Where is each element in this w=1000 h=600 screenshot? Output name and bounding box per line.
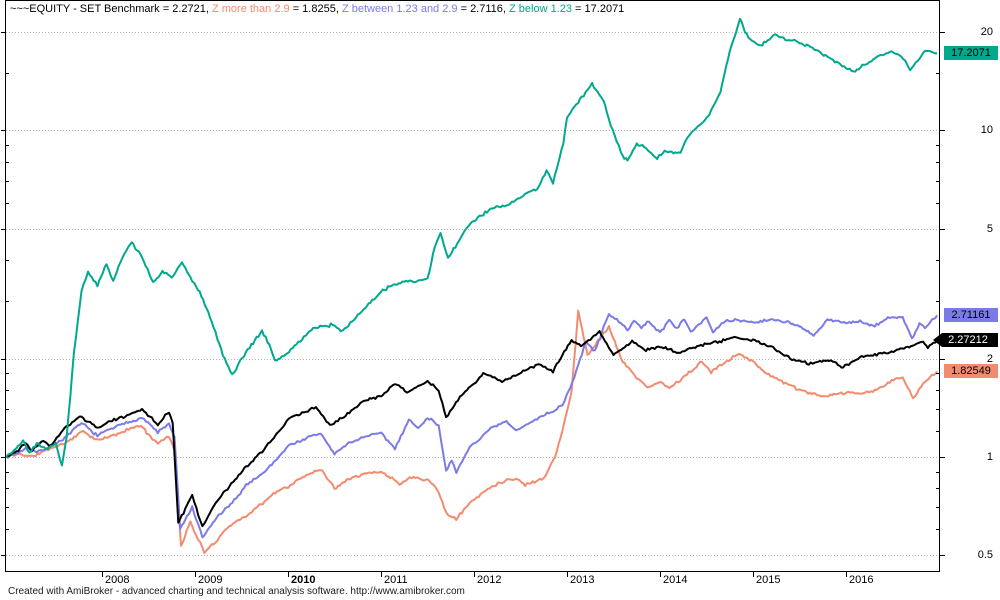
series-line-z-below-1-23 [5,17,938,467]
series-line-z-between-1-23-and-2-9 [5,313,938,539]
title-segment: Z below 1.23 [509,3,572,15]
footer-credit: Created with AmiBroker - advanced charti… [8,586,465,597]
y-tick-label-5: 5 [986,223,993,235]
value-flag-z-between-1-23-and-2-9: 2.71161 [944,308,998,322]
y-tick-label-1: 1 [986,451,993,463]
title-segment: = 2.7116, [457,3,510,15]
y-tick-label-20: 20 [980,26,993,38]
chart-title: ~~~EQUITY - SET Benchmark = 2.2721, Z mo… [10,2,624,16]
title-segment: = 1.8255, [289,3,342,15]
x-tick-label-2010: 2010 [291,574,316,586]
title-segment: = 17.2071 [572,3,625,15]
value-flag-z-below-1-23: 17.2071 [944,46,998,60]
title-segment: Z between 1.23 and 2.9 [341,3,458,15]
series-line-z-more-than-2-9 [5,309,938,554]
x-tick-label-2011: 2011 [384,574,408,586]
x-tick-label-2008: 2008 [105,574,130,586]
x-tick-label-2013: 2013 [570,574,595,586]
value-flag-z-more-than-2-9: 1.82549 [944,364,998,378]
x-tick-label-2016: 2016 [849,574,874,586]
value-flag-set-benchmark: 2.27212 [933,333,998,347]
x-tick-label-2015: 2015 [756,574,781,586]
series-line-set-benchmark [5,330,938,528]
x-tick-label-2009: 2009 [198,574,223,586]
y-tick-label-0.5: 0.5 [977,549,993,561]
y-tick-label-10: 10 [980,124,993,136]
title-segment: Z more than 2.9 [211,3,290,15]
y-tick-label-2: 2 [986,353,993,365]
title-segment: ~~~EQUITY - SET Benchmark = 2.2721, [10,3,212,15]
x-tick-label-2012: 2012 [477,574,502,586]
x-tick-label-2014: 2014 [663,574,688,586]
